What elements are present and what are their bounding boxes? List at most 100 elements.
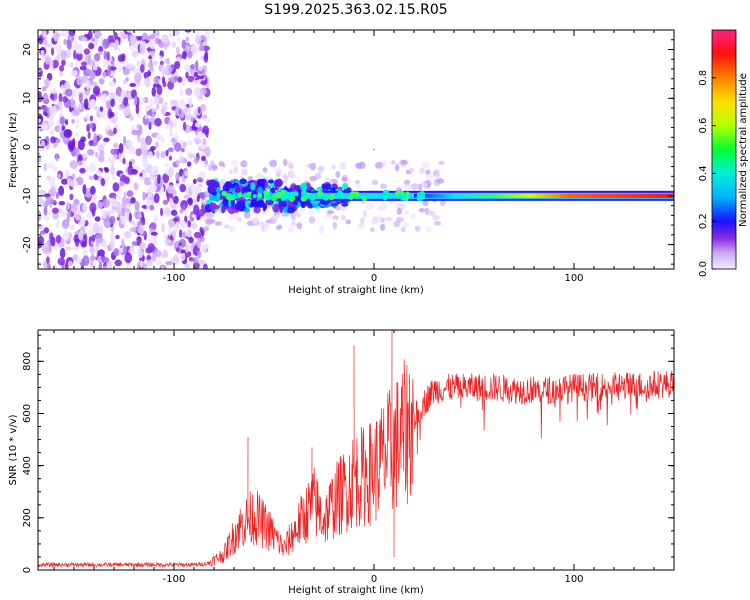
- spectrogram-cell: [109, 231, 116, 243]
- spectrogram-cell: [134, 200, 140, 212]
- spectrogram-cell: [186, 161, 192, 167]
- spectrogram-cell: [173, 75, 179, 82]
- spectrogram-cell: [436, 178, 445, 184]
- spectrogram-cell: [88, 42, 95, 50]
- spectrogram-cell: [287, 226, 294, 233]
- spectrogram-cell: [144, 114, 149, 120]
- spectrogram-cell: [42, 40, 48, 45]
- spectrogram-cell: [43, 163, 47, 172]
- spectrogram-cell: [311, 193, 318, 199]
- spectrogram-cell: [38, 118, 42, 124]
- spectrogram-cell: [288, 163, 295, 170]
- spectrogram-cell: [150, 222, 157, 230]
- spectrogram-cell: [170, 120, 174, 129]
- spectrogram-cell: [133, 72, 142, 84]
- spectrogram-cell: [136, 212, 142, 220]
- snr-ytick-label: 0: [22, 567, 33, 573]
- spectrogram-cell: [198, 144, 207, 150]
- spectrogram-cell: [99, 149, 105, 157]
- spectrogram-cell: [172, 217, 179, 222]
- spectrogram-cell: [102, 198, 110, 208]
- spectrogram-cell: [128, 212, 132, 223]
- spectrogram-cell: [173, 117, 177, 128]
- spectrogram-cell: [129, 34, 137, 46]
- spectrogram-cell: [38, 152, 41, 163]
- spectrogram-cell: [103, 50, 108, 61]
- spectrogram-cell: [229, 213, 238, 220]
- spectrogram-cell: [385, 216, 393, 222]
- spectrogram-cell: [149, 33, 156, 40]
- spectrogram-cell: [137, 224, 145, 235]
- spectrogram-cell: [174, 142, 182, 152]
- spectrogram-cell: [123, 135, 127, 146]
- spectrogram-cell: [190, 45, 198, 55]
- spectrogram-cell: [69, 224, 76, 231]
- spectrogram-cell: [425, 173, 434, 181]
- spectrogram-cell: [118, 142, 124, 154]
- spectrogram-cell: [359, 217, 365, 225]
- spectrogram-cell: [39, 230, 46, 235]
- spectrogram-cell: [82, 255, 90, 267]
- spectrogram-cell: [221, 190, 228, 197]
- spectrogram-cell: [73, 39, 78, 51]
- colorbar-ticks: 0.0 0.2 0.4 0.6 0.8: [698, 70, 716, 277]
- spectrogram-cell: [164, 163, 170, 168]
- spectrogram-cell: [110, 165, 115, 176]
- spectrogram-cell: [288, 187, 294, 192]
- spectrogram-cell: [258, 172, 264, 180]
- spectrogram-cell: [121, 238, 125, 250]
- spectrogram-cell: [124, 252, 133, 264]
- spectrogram-cell: [48, 129, 55, 136]
- spectrogram-cell: [197, 130, 201, 140]
- spectrogram-cell: [228, 225, 236, 233]
- spectrogram-cell: [73, 86, 78, 98]
- spectrogram-cell: [147, 186, 153, 198]
- spectrogram-cell: [42, 30, 47, 38]
- spectrogram-cell: [68, 30, 76, 37]
- spectrogram-cell: [47, 120, 55, 128]
- spectrogram-cell: [79, 65, 87, 71]
- spectrogram-cell: [55, 138, 61, 144]
- spectrogram-cell: [87, 59, 96, 66]
- spectrogram-cell: [174, 132, 178, 141]
- spectrogram-cell: [398, 204, 407, 210]
- spectrogram-cell: [202, 263, 208, 269]
- spectrogram-cell: [124, 176, 130, 185]
- spectrogram-cell: [156, 104, 160, 110]
- spectrogram-cell: [325, 213, 332, 219]
- spectrogram-cell: [102, 241, 107, 250]
- spectrogram-cell: [187, 197, 193, 206]
- spectrogram-cell: [58, 201, 66, 206]
- spectrogram-cell: [296, 222, 303, 230]
- spectrogram-cell: [115, 234, 120, 240]
- spectrogram-cell: [88, 122, 94, 129]
- spectrogram-cell: [241, 169, 248, 176]
- spectrogram-cell: [109, 71, 116, 77]
- spectrogram-cell: [252, 216, 258, 224]
- spectrogram-cell: [61, 178, 69, 185]
- spectrogram-cell: [66, 215, 71, 223]
- spectrogram-cell: [126, 190, 133, 197]
- spectrogram-cell: [187, 203, 194, 210]
- spectrogram-cell: [118, 151, 123, 162]
- spectrogram-cell: [182, 231, 186, 239]
- spectrogram-cell: [308, 216, 316, 224]
- spectrogram-cell: [312, 202, 318, 208]
- spectrogram-cell: [179, 156, 186, 164]
- spectrogram-cell: [50, 47, 55, 56]
- spectrogram-cell: [38, 189, 47, 196]
- spectrogram-cell: [342, 182, 348, 190]
- spectrogram-cell: [107, 259, 113, 269]
- spectrogram-cell: [129, 44, 135, 52]
- spectrogram-cell: [204, 117, 211, 123]
- spectrogram-cell: [256, 179, 265, 188]
- spectrogram-cell: [179, 219, 186, 226]
- spectrogram-cell: [92, 88, 100, 95]
- spectrogram-cell: [84, 113, 90, 123]
- spectrogram-cell: [202, 125, 210, 136]
- spectrogram-cell: [163, 124, 172, 130]
- spectrogram-cell: [371, 179, 379, 186]
- spectrogram-cell: [222, 198, 229, 207]
- spectrogram-cell: [164, 207, 171, 216]
- spectrogram-cell: [425, 169, 431, 176]
